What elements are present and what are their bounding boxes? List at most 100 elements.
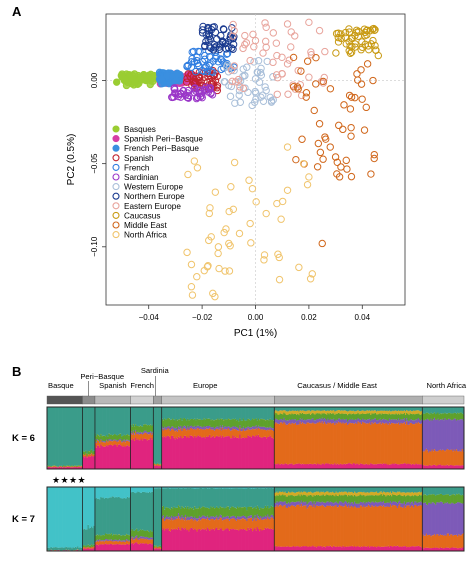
ancestry-segment	[138, 492, 141, 531]
ancestry-segment	[292, 414, 295, 420]
ancestry-segment	[421, 419, 423, 424]
ancestry-segment	[329, 410, 332, 413]
ancestry-segment	[165, 427, 167, 430]
ancestry-segment	[196, 487, 198, 489]
ancestry-segment	[252, 407, 254, 419]
data-point	[193, 53, 201, 61]
ancestry-segment	[374, 422, 377, 465]
ancestry-segment	[445, 465, 447, 469]
ancestry-segment	[389, 419, 392, 425]
ancestry-segment	[84, 548, 86, 551]
ancestry-segment	[167, 425, 169, 428]
ancestry-segment	[145, 407, 147, 425]
data-point	[236, 98, 245, 106]
ancestry-segment	[119, 440, 122, 446]
ancestry-segment	[179, 427, 181, 430]
ancestry-segment	[101, 487, 103, 498]
ancestry-segment	[47, 467, 49, 469]
ancestry-segment	[286, 424, 289, 465]
ancestry-segment	[250, 407, 253, 421]
ancestry-segment	[179, 487, 181, 489]
ancestry-segment	[111, 540, 114, 542]
ancestry-segment	[145, 424, 147, 431]
ancestry-segment	[395, 413, 398, 420]
ancestry-segment	[430, 548, 432, 551]
ancestry-segment	[320, 423, 322, 465]
ancestry-segment	[360, 487, 363, 492]
ancestry-segment	[279, 504, 282, 547]
data-point	[346, 105, 355, 113]
data-point	[278, 53, 286, 61]
ancestry-segment	[322, 419, 325, 424]
ancestry-segment	[49, 466, 51, 468]
ancestry-segment	[302, 420, 305, 424]
ancestry-segment	[265, 438, 268, 469]
ancestry-segment	[125, 539, 128, 541]
ancestry-segment	[385, 546, 387, 551]
ancestry-segment	[168, 508, 171, 517]
ancestry-segment	[242, 488, 245, 508]
ancestry-segment	[204, 487, 207, 489]
ancestry-segment	[150, 437, 152, 469]
ancestry-segment	[409, 407, 412, 411]
ancestry-segment	[400, 495, 402, 504]
ancestry-segment	[445, 547, 447, 551]
ancestry-segment	[388, 410, 391, 414]
ancestry-segment	[137, 491, 139, 532]
ancestry-segment	[345, 487, 348, 492]
ancestry-segment	[304, 407, 306, 411]
ancestry-segment	[269, 517, 271, 520]
data-point	[333, 158, 341, 166]
ancestry-segment	[182, 437, 185, 469]
ancestry-segment	[459, 502, 461, 536]
ancestry-segment	[192, 419, 195, 427]
ancestry-segment	[358, 411, 361, 415]
ancestry-segment	[385, 492, 387, 497]
ancestry-segment	[308, 487, 311, 492]
ancestry-segment	[155, 546, 158, 549]
ancestry-segment	[322, 463, 325, 469]
ancestry-segment	[125, 498, 128, 534]
ancestry-segment	[126, 534, 129, 540]
ancestry-segment	[373, 506, 376, 547]
ancestry-segment	[209, 425, 211, 428]
ancestry-segment	[372, 546, 374, 551]
ancestry-segment	[108, 487, 110, 498]
ancestry-segment	[283, 417, 285, 422]
ancestry-segment	[379, 413, 381, 419]
ancestry-segment	[201, 426, 203, 429]
x-tick-label: 0.04	[354, 313, 370, 322]
ancestry-segment	[269, 488, 271, 508]
ancestry-segment	[177, 487, 180, 506]
data-point	[225, 267, 234, 275]
ancestry-segment	[278, 407, 281, 411]
ancestry-segment	[370, 507, 372, 547]
ancestry-segment	[262, 487, 264, 489]
ancestry-segment	[99, 544, 101, 551]
ancestry-segment	[379, 501, 381, 506]
legend-label: Spanish	[124, 154, 154, 163]
ancestry-segment	[417, 502, 420, 506]
ancestry-segment	[211, 419, 213, 428]
ancestry-segment	[243, 488, 246, 507]
ancestry-segment	[452, 465, 454, 469]
ancestry-segment	[358, 507, 361, 547]
data-point	[267, 98, 276, 106]
ancestry-segment	[440, 450, 443, 466]
ancestry-segment	[106, 440, 108, 446]
ancestry-segment	[374, 546, 377, 551]
ancestry-segment	[318, 501, 320, 507]
ancestry-segment	[140, 407, 143, 427]
ancestry-segment	[104, 533, 107, 540]
ancestry-segment	[172, 428, 174, 436]
ancestry-segment	[297, 420, 299, 425]
ancestry-segment	[175, 516, 178, 519]
ancestry-segment	[399, 414, 401, 421]
ancestry-segment	[103, 441, 106, 443]
ancestry-segment	[116, 487, 119, 498]
ancestry-segment	[148, 407, 151, 426]
ancestry-segment	[182, 426, 185, 430]
ancestry-segment	[209, 508, 211, 518]
ancestry-segment	[411, 414, 414, 421]
